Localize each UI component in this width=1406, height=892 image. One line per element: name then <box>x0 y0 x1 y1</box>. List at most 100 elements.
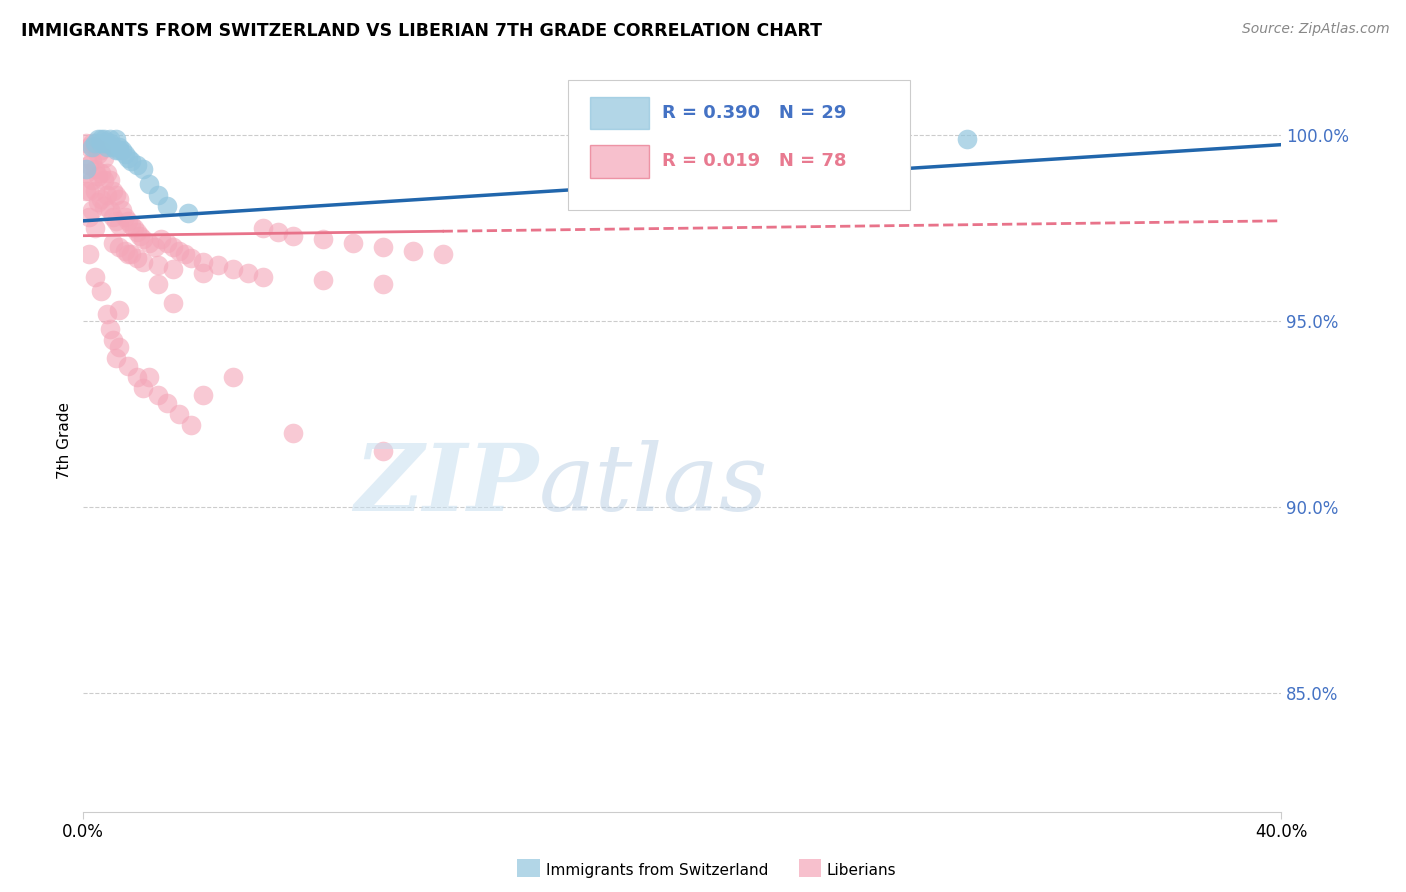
Point <box>90 285 112 299</box>
Point <box>138 369 160 384</box>
Point <box>162 240 184 254</box>
Point <box>117 359 139 373</box>
Point <box>177 206 200 220</box>
Point <box>90 165 112 179</box>
Point <box>117 214 139 228</box>
Point <box>77 139 100 153</box>
Point <box>114 147 136 161</box>
Text: Liberians: Liberians <box>827 863 897 878</box>
Point <box>84 269 107 284</box>
Point <box>103 184 125 198</box>
Text: atlas: atlas <box>538 440 768 530</box>
Point <box>114 210 136 224</box>
Point <box>267 225 290 239</box>
Point <box>111 143 134 157</box>
Point <box>77 210 100 224</box>
Point <box>105 132 128 146</box>
Point <box>146 388 169 402</box>
Point <box>236 266 259 280</box>
Point <box>150 232 173 246</box>
Point <box>90 143 112 157</box>
Point <box>114 244 136 258</box>
Point <box>162 295 184 310</box>
Point <box>98 132 121 146</box>
Point <box>98 136 121 150</box>
Point <box>162 262 184 277</box>
Point <box>401 244 423 258</box>
Point <box>174 247 197 261</box>
Point <box>105 214 128 228</box>
Point <box>252 221 274 235</box>
Point <box>82 139 104 153</box>
Point <box>87 132 110 146</box>
Point <box>180 251 202 265</box>
Point <box>108 240 131 254</box>
Point <box>108 218 131 232</box>
Point <box>103 236 125 251</box>
Point <box>143 240 166 254</box>
Point <box>96 139 118 153</box>
Point <box>955 132 977 146</box>
Point <box>342 236 364 251</box>
Point <box>93 173 115 187</box>
Point <box>98 173 121 187</box>
Point <box>75 136 97 150</box>
Point <box>191 388 214 402</box>
Point <box>120 218 142 232</box>
Point <box>371 240 394 254</box>
Point <box>138 236 160 251</box>
FancyBboxPatch shape <box>591 96 648 129</box>
Point <box>432 247 454 261</box>
Point <box>82 136 104 150</box>
FancyBboxPatch shape <box>591 145 648 178</box>
Point <box>127 158 149 172</box>
Point <box>84 161 107 176</box>
FancyBboxPatch shape <box>568 79 910 210</box>
Point <box>191 254 214 268</box>
Point <box>156 236 179 251</box>
Point <box>108 340 131 354</box>
Point <box>77 184 100 198</box>
Point <box>132 161 155 176</box>
Point <box>93 199 115 213</box>
Point <box>96 165 118 179</box>
Point <box>82 202 104 217</box>
Point <box>93 151 115 165</box>
Point <box>127 225 149 239</box>
Point <box>127 369 149 384</box>
Point <box>90 192 112 206</box>
Point <box>312 232 335 246</box>
Point <box>75 161 97 176</box>
Point <box>93 136 115 150</box>
Point <box>222 369 245 384</box>
Point <box>108 139 131 153</box>
Y-axis label: 7th Grade: 7th Grade <box>58 401 72 478</box>
Point <box>167 407 190 421</box>
Point <box>84 136 107 150</box>
Point <box>90 132 112 146</box>
Point <box>87 169 110 184</box>
Point <box>108 143 131 157</box>
Point <box>82 154 104 169</box>
Point <box>87 195 110 210</box>
Point <box>105 187 128 202</box>
Point <box>75 165 97 179</box>
Point <box>122 221 145 235</box>
Text: R = 0.390   N = 29: R = 0.390 N = 29 <box>662 104 846 122</box>
Point <box>191 266 214 280</box>
Point <box>84 139 107 153</box>
Point <box>75 184 97 198</box>
Point <box>98 321 121 335</box>
Point <box>77 158 100 172</box>
Point <box>700 132 723 146</box>
Point <box>108 303 131 318</box>
Point <box>84 221 107 235</box>
Point <box>132 232 155 246</box>
Point <box>120 247 142 261</box>
Point <box>98 202 121 217</box>
Point <box>146 277 169 291</box>
Point <box>108 192 131 206</box>
Point <box>105 351 128 366</box>
Point <box>146 259 169 273</box>
Point <box>103 210 125 224</box>
